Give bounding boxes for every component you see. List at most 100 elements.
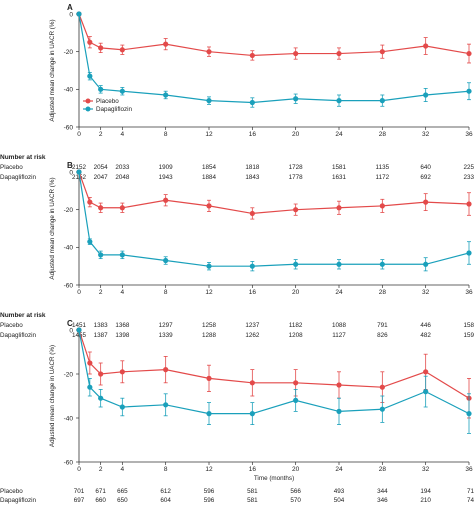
data-point: [336, 50, 342, 57]
risk-value: 2152: [72, 164, 87, 171]
risk-value: 1843: [245, 174, 260, 181]
data-point: [98, 86, 104, 92]
x-tick-label: 2: [99, 289, 103, 296]
data-point: [163, 257, 169, 264]
data-point: [249, 52, 255, 59]
risk-value: 665: [117, 488, 128, 495]
x-tick-label: 8: [164, 131, 168, 138]
data-point: [423, 261, 429, 267]
data-point: [98, 371, 104, 377]
risk-value: 1778: [289, 174, 304, 181]
y-tick-label: -20: [64, 371, 74, 378]
risk-value: 1943: [159, 174, 174, 181]
x-tick-label: 24: [335, 289, 343, 296]
data-point: [206, 98, 212, 104]
data-point: [87, 384, 93, 390]
risk-value: 604: [160, 497, 171, 504]
data-point: [249, 411, 255, 417]
series-placebo: [76, 169, 472, 220]
series-line: [78, 13, 470, 104]
risk-value: 1258: [202, 322, 217, 329]
risk-value: 826: [377, 332, 388, 339]
y-tick-label: 0: [69, 11, 73, 18]
data-point: [206, 263, 212, 269]
data-point: [423, 199, 429, 205]
risk-value: 1728: [289, 164, 304, 171]
data-point: [293, 50, 299, 57]
data-point: [87, 73, 93, 79]
risk-value: 1451: [72, 322, 87, 329]
x-tick-label: 20: [292, 131, 300, 138]
data-point: [423, 43, 429, 49]
data-point: [293, 96, 299, 102]
risk-value: 493: [334, 488, 345, 495]
risk-value: 1339: [159, 332, 174, 339]
risk-value: 1368: [115, 322, 130, 329]
x-tick-label: 8: [164, 289, 168, 296]
data-point: [76, 11, 82, 17]
x-tick-label: 12: [205, 131, 213, 138]
x-tick-label: 24: [335, 131, 343, 138]
risk-value: 1288: [202, 332, 217, 339]
risk-row-label: Dapagliflozin: [0, 174, 37, 181]
risk-row-label: Dapagliflozin: [0, 332, 37, 339]
x-tick-label: 16: [249, 131, 257, 138]
risk-table: Placebo 701 671 665 612 596 581 566 493 344 194 71 D…: [0, 488, 474, 504]
risk-row-label: Dapagliflozin: [0, 497, 37, 504]
series-dapagliflozin: [76, 11, 472, 108]
risk-value: 1818: [245, 164, 260, 171]
risk-value: 504: [334, 497, 345, 504]
risk-row-label: Placebo: [0, 488, 23, 495]
risk-value: 581: [247, 488, 258, 495]
y-axis-label: Adjusted mean change in UACR (%): [49, 177, 56, 279]
data-point: [98, 205, 104, 211]
risk-value: 1854: [202, 164, 217, 171]
panel-letter: A: [67, 3, 73, 12]
x-tick-label: 24: [335, 466, 343, 473]
risk-row-label: Placebo: [0, 164, 23, 171]
data-point: [336, 205, 342, 211]
data-point: [87, 39, 93, 45]
y-tick-label: -60: [64, 459, 74, 466]
x-axis-label: Time (months): [254, 475, 294, 482]
data-point: [87, 199, 93, 205]
risk-value: 159: [463, 332, 474, 339]
data-point: [423, 92, 429, 98]
risk-value: 1127: [332, 332, 346, 339]
risk-row-label: Placebo: [0, 322, 23, 329]
x-tick-label: 28: [379, 131, 387, 138]
risk-value: 2054: [94, 164, 109, 171]
y-tick-label: -20: [64, 207, 74, 214]
data-point: [379, 406, 385, 412]
data-point: [119, 205, 125, 211]
data-point: [466, 250, 472, 256]
series-line: [78, 171, 470, 215]
risk-value: 1581: [332, 164, 347, 171]
x-tick-label: 32: [422, 466, 430, 473]
x-tick-label: 4: [121, 131, 125, 138]
data-point: [119, 88, 125, 94]
risk-value: 791: [377, 322, 388, 329]
x-tick-label: 4: [121, 289, 125, 296]
data-point: [98, 252, 104, 258]
risk-value: 566: [290, 488, 301, 495]
risk-value: 1398: [115, 332, 130, 339]
risk-value: 671: [95, 488, 106, 495]
x-tick-label: 28: [379, 466, 387, 473]
x-tick-label: 32: [422, 289, 430, 296]
x-tick-label: 0: [77, 131, 81, 138]
data-point: [249, 99, 255, 106]
x-tick-label: 0: [77, 289, 81, 296]
risk-value: 697: [74, 497, 85, 504]
risk-value: 2033: [115, 164, 130, 171]
series-dapagliflozin: [76, 327, 472, 434]
y-tick-label: -20: [64, 49, 74, 56]
data-point: [466, 201, 472, 207]
data-point: [336, 261, 342, 267]
data-point: [379, 49, 385, 55]
risk-table: Number at risk Placebo 1451 1383 1368 1297 125…: [0, 312, 474, 339]
data-point: [206, 49, 212, 55]
risk-value: 692: [420, 174, 431, 181]
legend-label: Placebo: [96, 98, 119, 105]
data-point: [379, 384, 385, 390]
